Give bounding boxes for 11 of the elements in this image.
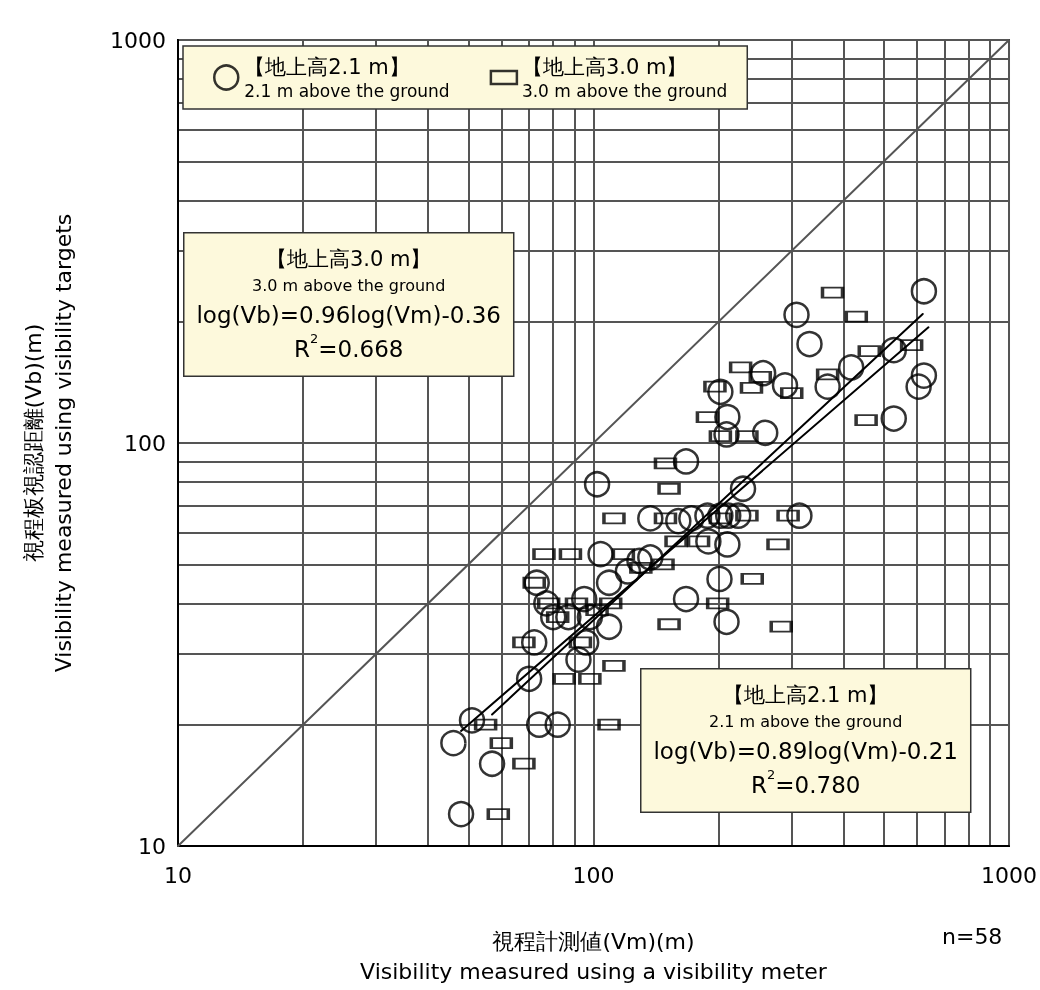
y-axis-title: 視程板視認距離(Vb)(m) Visibility measured using visibility targets bbox=[20, 213, 76, 673]
x-tick-label: 10 bbox=[164, 862, 192, 888]
x-tick-label: 1000 bbox=[981, 862, 1038, 888]
y-tick-label: 1000 bbox=[110, 27, 166, 53]
x-axis-title: 視程計測値(Vm)(m) Visibility measured using a visibility meter bbox=[360, 928, 828, 984]
text: n=58 bbox=[942, 923, 1003, 949]
x-tick-label: 100 bbox=[572, 862, 615, 888]
y-tick-label: 100 bbox=[124, 430, 166, 456]
legend-label: 【地上高3.0 m】 3.0 m above the ground bbox=[521, 54, 728, 101]
y-tick-label: 10 bbox=[138, 833, 166, 859]
legend-label: 【地上高2.1 m】 2.1 m above the ground bbox=[244, 54, 450, 101]
